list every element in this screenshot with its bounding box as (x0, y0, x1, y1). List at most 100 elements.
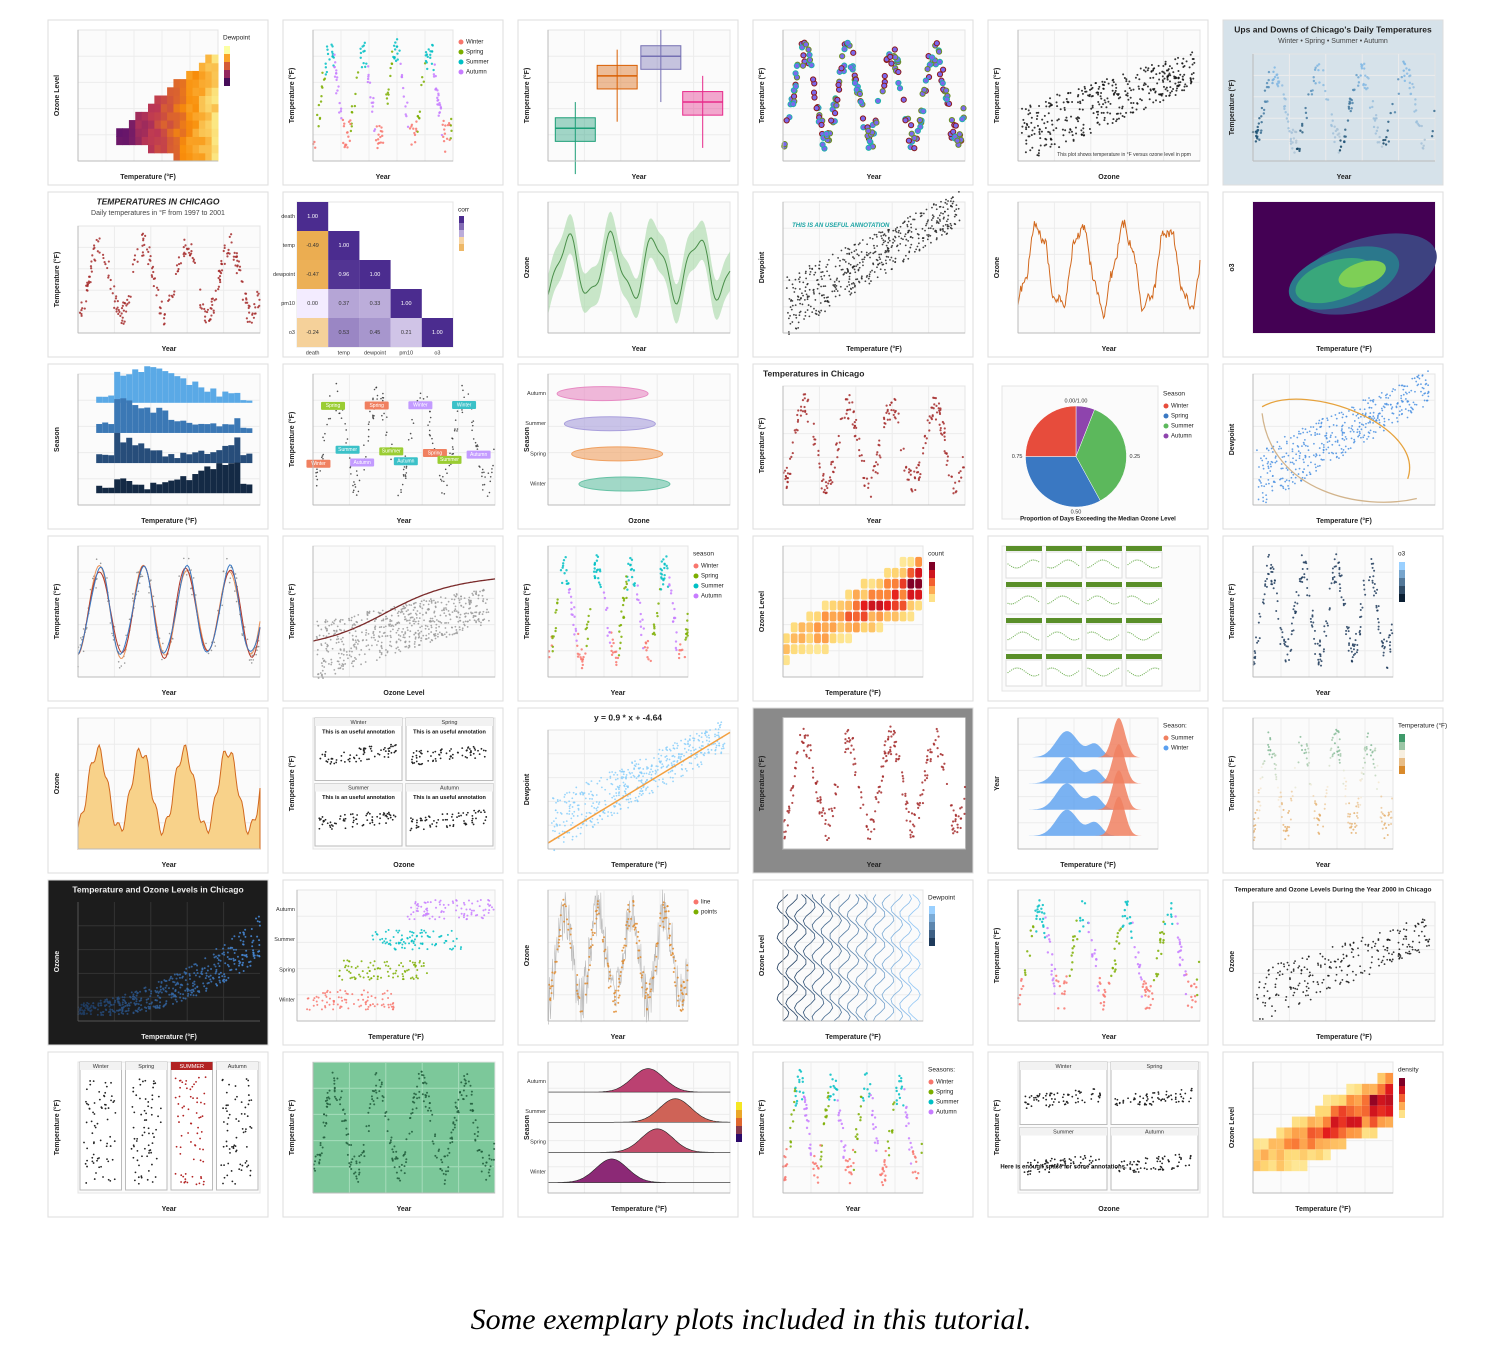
point (397, 612, 399, 614)
point (98, 237, 100, 239)
point (344, 623, 346, 625)
point (1047, 636, 1048, 637)
hist-bar (168, 454, 174, 463)
point (1316, 64, 1318, 66)
bin-cell (837, 633, 844, 643)
point (245, 298, 247, 300)
point (1268, 573, 1270, 575)
point (867, 487, 869, 489)
point (1280, 468, 1282, 470)
point (836, 82, 841, 87)
point (653, 623, 655, 625)
point (326, 45, 328, 47)
point (1089, 668, 1090, 669)
point (896, 80, 901, 85)
point (1349, 102, 1351, 104)
hist-bar (234, 463, 240, 494)
point (1162, 79, 1164, 81)
point (640, 626, 642, 628)
point (1136, 559, 1137, 560)
point (1289, 650, 1291, 652)
point (1284, 111, 1286, 113)
point (1339, 583, 1341, 585)
point (1382, 655, 1384, 657)
point (1131, 107, 1133, 109)
point (1369, 106, 1371, 108)
hist-bar (96, 424, 102, 433)
point (354, 105, 356, 107)
point (410, 125, 412, 127)
point (459, 620, 461, 622)
point (397, 646, 399, 648)
hist-bar (204, 466, 210, 493)
y-axis-label: Temperature (°F) (523, 68, 531, 124)
point (869, 237, 871, 239)
point (382, 400, 384, 402)
point (372, 632, 374, 634)
point (234, 264, 236, 266)
point (352, 485, 354, 487)
y-axis-label: Season (524, 427, 531, 452)
point (1165, 95, 1167, 97)
point (1077, 101, 1079, 103)
point (1145, 83, 1147, 85)
bin-cell (830, 622, 837, 632)
point (437, 601, 439, 603)
point (459, 617, 461, 619)
point (1191, 51, 1193, 53)
point (1025, 143, 1027, 145)
point (808, 315, 810, 317)
bin-cell (837, 622, 844, 632)
heat-cell (186, 71, 193, 80)
y-axis-label: Temperature (°F) (993, 68, 1001, 124)
point (824, 131, 829, 136)
point (1332, 120, 1334, 122)
point (1256, 642, 1258, 644)
hist-bar (144, 408, 150, 433)
point (477, 448, 479, 450)
point (832, 111, 837, 116)
point (446, 485, 448, 487)
plot-panel (783, 386, 965, 505)
legend-key (459, 60, 464, 65)
point (1064, 129, 1066, 131)
point (1375, 114, 1377, 116)
point (840, 286, 842, 288)
point (947, 226, 949, 228)
heat-cell (186, 112, 193, 121)
point (1309, 431, 1311, 433)
point (1270, 463, 1272, 465)
point (786, 467, 788, 469)
point (376, 147, 378, 149)
point (847, 269, 849, 271)
point (851, 283, 853, 285)
point (1112, 118, 1114, 120)
point (1158, 632, 1159, 633)
point (1104, 638, 1105, 639)
point (835, 288, 837, 290)
point (157, 289, 159, 291)
point (478, 594, 480, 596)
point (403, 634, 405, 636)
point (861, 251, 863, 253)
point (448, 601, 450, 603)
point (153, 595, 155, 597)
point (943, 422, 945, 424)
point (883, 242, 885, 244)
point (1337, 134, 1339, 136)
point (1369, 422, 1371, 424)
color-bar (224, 54, 230, 62)
point (883, 426, 885, 428)
point (879, 262, 881, 264)
point (1367, 422, 1369, 424)
point (1288, 480, 1290, 482)
point (622, 597, 624, 599)
point (1373, 117, 1375, 119)
heat-cell (212, 63, 219, 72)
point (1323, 449, 1325, 451)
point (791, 94, 796, 99)
point (394, 48, 396, 50)
point (1418, 125, 1420, 127)
point (415, 621, 417, 623)
